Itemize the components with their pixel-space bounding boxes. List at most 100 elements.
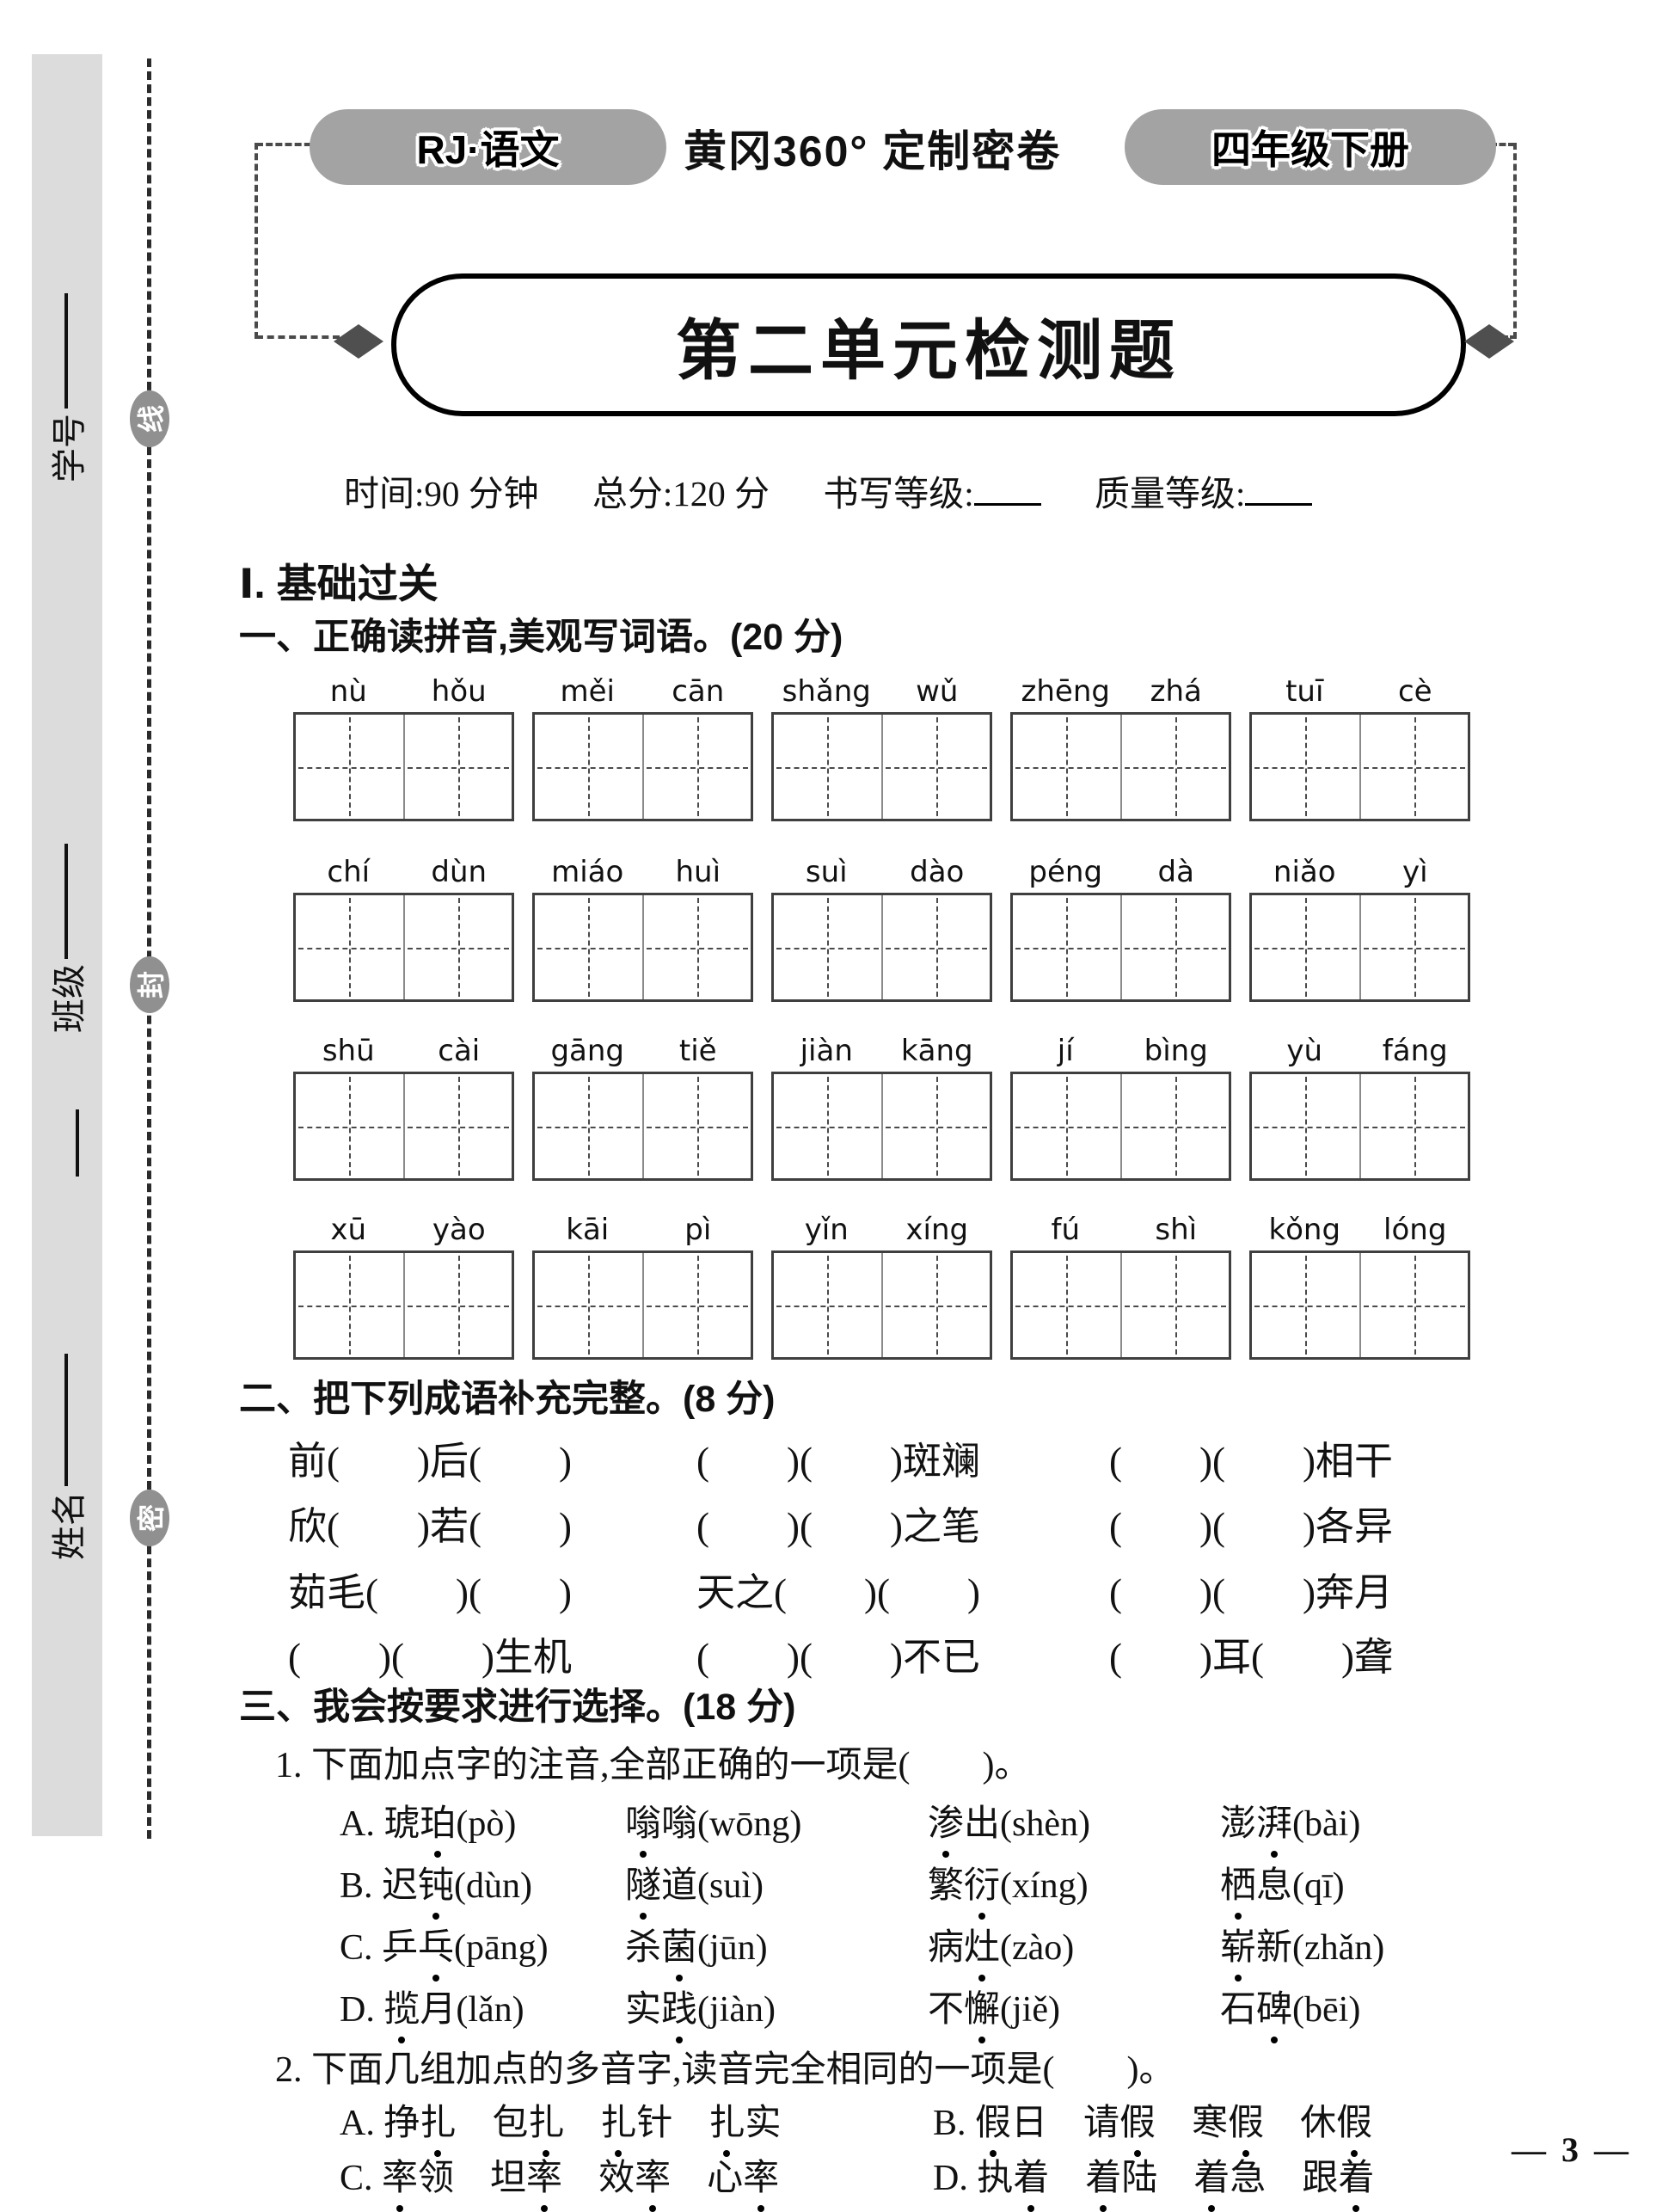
question3-sub2-heading: 2. 下面几组加点的多音字,读音完全相同的一项是( )。	[275, 2050, 1175, 2090]
grid-cell	[535, 895, 642, 999]
grid-cell	[641, 1074, 751, 1178]
grid-cell	[1119, 1074, 1230, 1178]
text-segment: 息(qī)	[1256, 1866, 1345, 1906]
dotted-char: 懈	[964, 1980, 1000, 2043]
quality-grade-label: 质量等级:	[1095, 474, 1313, 513]
grade-pill: 四年级下册	[1125, 109, 1496, 185]
pinyin-syllable: tiě	[678, 1034, 717, 1068]
dotted-char: 碑	[1256, 1980, 1292, 2043]
dotted-char: 着	[1338, 2148, 1374, 2212]
idiom-item: ( )( )不已	[696, 1636, 980, 1679]
pinyin-pair: péng dà	[1010, 845, 1231, 893]
grid-cell	[1013, 715, 1120, 819]
text-segment: (jūn)	[697, 1928, 768, 1968]
choice-row: D. 揽月(lǎn) 实践(jiàn) 不懈(jiě) 石碑(bēi)	[340, 1980, 1361, 2043]
text-segment: 针	[636, 2104, 709, 2143]
text-segment: A. 琥	[340, 1804, 420, 1844]
writing-grid	[1249, 1072, 1470, 1181]
choice-item: 不懈(jiě)	[928, 1980, 1220, 2043]
text-segment	[564, 2104, 600, 2143]
idiom-row: 欣( )若( ) ( )( )之笔 ( )( )各异	[288, 1495, 1393, 1551]
writing-grid	[293, 1250, 514, 1360]
total-score: 总分:120 分	[592, 474, 770, 513]
choice-item: B. 假日 请假 寒假 休假	[933, 2093, 1372, 2157]
quality-grade-blank	[1245, 474, 1313, 506]
pinyin-syllable: cài	[438, 1034, 481, 1068]
writing-grid	[771, 712, 992, 821]
grid-cell	[296, 1074, 403, 1178]
grid-cell	[296, 715, 403, 819]
pinyin-syllable: lóng	[1383, 1213, 1447, 1247]
writing-grid	[293, 893, 514, 1002]
pinyin-pair: měi cān	[532, 664, 753, 712]
text-segment: 嗡(wōng)	[661, 1804, 802, 1844]
writing-grid	[1010, 1250, 1231, 1360]
text-segment: D. 执	[933, 2159, 1014, 2198]
dotted-char: 率	[743, 2148, 779, 2212]
dotted-char: 率	[382, 2148, 418, 2212]
writing-grid	[293, 1072, 514, 1181]
pinyin-pair: tuī cè	[1249, 664, 1470, 712]
idiom-item: 欣( )若( )	[288, 1505, 572, 1548]
grid-cell	[1013, 1074, 1120, 1178]
pinyin-syllable: hǒu	[431, 674, 487, 709]
text-segment	[1049, 2159, 1085, 2198]
pinyin-row: nù hǒu měi cān shǎng wǔ zhēng zhá tuī cè	[293, 664, 1470, 821]
grid-cell	[402, 715, 512, 819]
writing-grade-text: 书写等级:	[823, 474, 974, 513]
text-segment: 不	[928, 1990, 965, 2030]
writing-grid	[532, 893, 753, 1002]
grid-cell	[1359, 1074, 1469, 1178]
time-limit: 时间:90 分钟	[344, 474, 539, 513]
text-segment: 心	[671, 2159, 744, 2198]
writing-grid	[532, 1250, 753, 1360]
grid-cell	[774, 895, 881, 999]
pinyin-pair: fú shì	[1010, 1202, 1231, 1250]
pinyin-syllable: suì	[805, 855, 848, 889]
writing-grid	[532, 1072, 753, 1181]
grid-cell	[880, 715, 991, 819]
writing-grid	[1249, 1250, 1470, 1360]
choice-row: C. 乒乓(pāng) 杀菌(jūn) 病灶(zào) 崭新(zhǎn)	[340, 1918, 1385, 1982]
dotted-char: 隧	[625, 1856, 661, 1920]
text-segment: A. 挣	[340, 2104, 420, 2143]
text-segment: 新(zhǎn)	[1256, 1928, 1385, 1968]
pinyin-pair: shǎng wǔ	[771, 664, 992, 712]
choice-item: B. 迟钝(dùn)	[340, 1856, 625, 1920]
pinyin-pair: yù fáng	[1249, 1023, 1470, 1072]
grid-cell	[1252, 1074, 1359, 1178]
idiom-row: 茹毛( )( ) 天之( )( ) ( )( )奔月	[288, 1561, 1393, 1617]
word-unit: niǎo yì	[1249, 845, 1470, 1002]
seal-badge-seal: 封	[130, 956, 169, 1013]
choice-item: C. 乒乓(pāng)	[340, 1918, 625, 1982]
dotted-char: 扎	[708, 2093, 745, 2157]
text-segment: (dùn)	[454, 1866, 533, 1906]
pinyin-syllable: shū	[322, 1034, 375, 1068]
name-blank	[64, 1354, 68, 1486]
dotted-char: 揽	[383, 1980, 420, 2043]
pinyin-syllable: bìng	[1144, 1034, 1208, 1068]
word-unit: kǒng lóng	[1249, 1202, 1470, 1360]
dotted-char: 着	[1013, 2148, 1049, 2212]
question1-heading: 一、正确读拼音,美观写词语。(20 分)	[239, 617, 843, 658]
dotted-char: 崭	[1220, 1918, 1256, 1982]
idiom-item: ( )( )生机	[288, 1636, 572, 1679]
seal-badge-secret: 密	[130, 1490, 169, 1546]
grid-cell	[1359, 1253, 1469, 1357]
idiom-item: 天之( )( )	[696, 1571, 980, 1614]
pinyin-syllable: nù	[329, 674, 367, 709]
grid-cell	[1252, 1253, 1359, 1357]
dotted-char: 菌	[661, 1918, 697, 1982]
grid-cell	[641, 715, 751, 819]
idiom-item: ( )( )奔月	[1109, 1571, 1393, 1614]
text-segment: 病	[928, 1928, 965, 1968]
pinyin-syllable: dà	[1157, 855, 1194, 889]
grid-cell	[641, 1253, 751, 1357]
grid-cell	[1359, 715, 1469, 819]
pinyin-syllable: xíng	[905, 1213, 969, 1247]
pinyin-syllable: yǐn	[804, 1213, 849, 1247]
grid-cell	[535, 1253, 642, 1357]
text-segment: (bēi)	[1292, 1990, 1361, 2030]
grid-cell	[1252, 895, 1359, 999]
grid-cell	[1119, 715, 1230, 819]
